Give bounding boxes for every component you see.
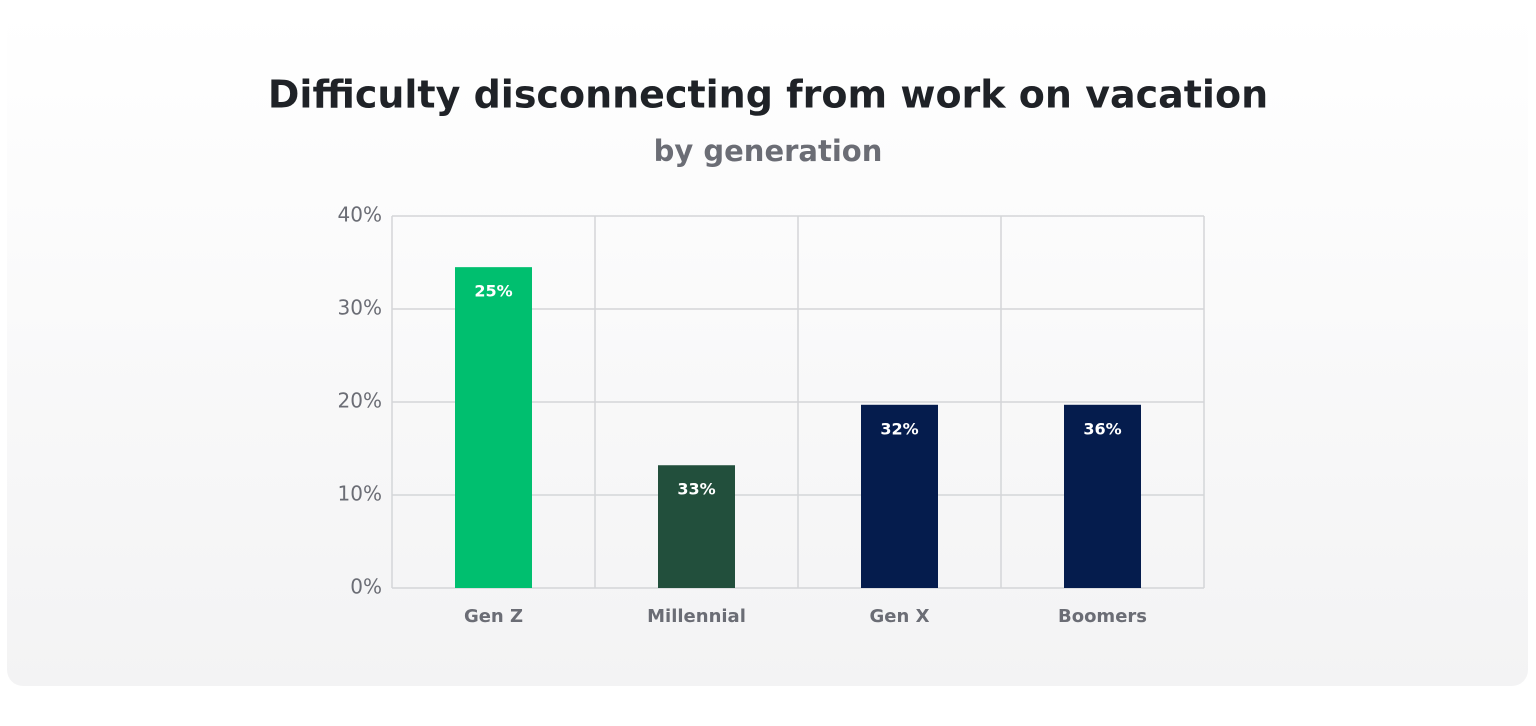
chart-title: Difficulty disconnecting from work on va… (268, 73, 1268, 117)
y-tick-label: 10% (338, 482, 382, 506)
x-tick-label: Millennial (647, 606, 746, 627)
x-tick-label: Boomers (1058, 606, 1147, 627)
x-tick-label: Gen Z (464, 606, 523, 627)
y-tick-label: 20% (338, 389, 382, 413)
bar-annotation: 36% (1083, 419, 1121, 438)
y-tick-label: 30% (338, 296, 382, 320)
bar-annotation: 25% (474, 282, 512, 301)
card (7, 10, 1528, 686)
bar (455, 267, 532, 588)
bar (1064, 404, 1141, 588)
y-tick-label: 0% (350, 575, 382, 599)
bar-annotation: 32% (880, 419, 918, 438)
y-tick-label: 40% (338, 203, 382, 227)
chart-subtitle: by generation (654, 134, 883, 168)
bar-annotation: 33% (677, 480, 715, 499)
bar (658, 465, 735, 588)
bar (861, 404, 938, 588)
x-tick-label: Gen X (870, 606, 930, 627)
